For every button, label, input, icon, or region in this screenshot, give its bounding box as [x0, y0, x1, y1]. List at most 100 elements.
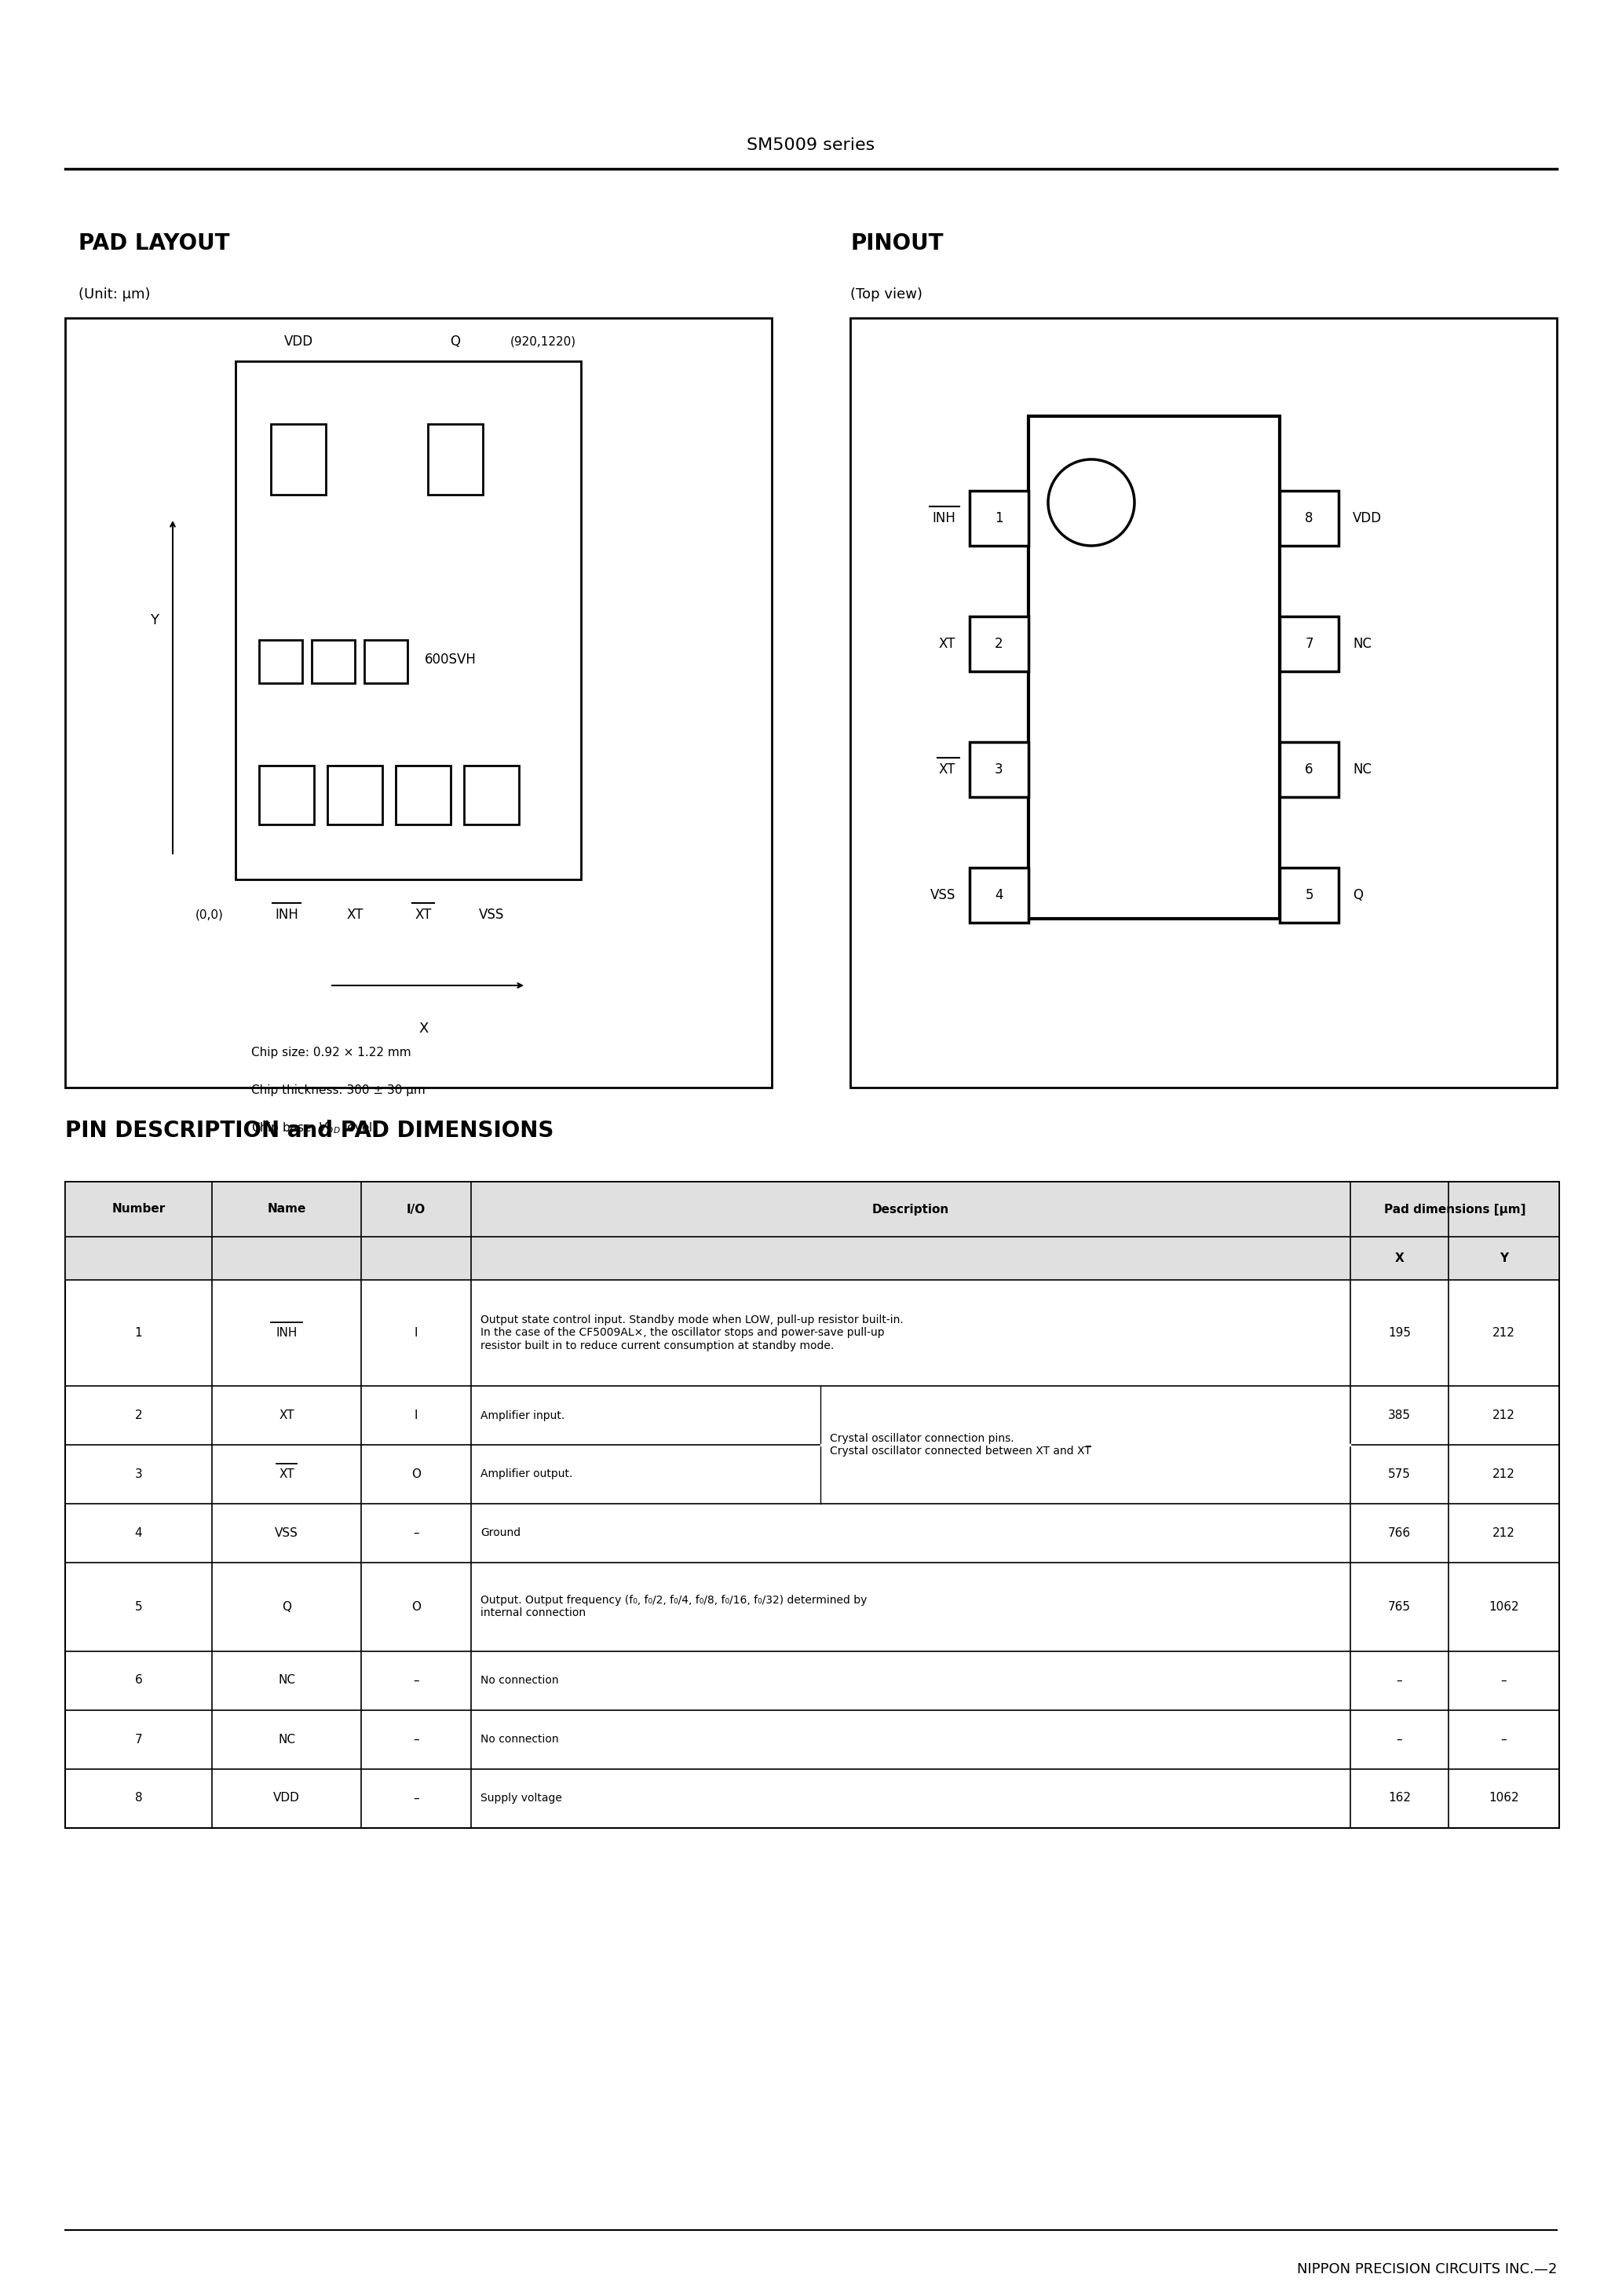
Text: 3: 3: [135, 1469, 143, 1481]
Text: VDD: VDD: [284, 335, 313, 349]
Text: SM5009 series: SM5009 series: [746, 138, 876, 154]
Bar: [970, 742, 1028, 797]
Text: –: –: [1397, 1733, 1403, 1745]
Bar: [1280, 868, 1338, 923]
Bar: [65, 1182, 1559, 1238]
Text: Q: Q: [451, 335, 461, 349]
Text: PINOUT: PINOUT: [850, 232, 944, 255]
Text: I/O: I/O: [407, 1203, 425, 1215]
Text: 212: 212: [1492, 1410, 1515, 1421]
Text: Chip base: $V_{DD}$ level: Chip base: $V_{DD}$ level: [251, 1120, 373, 1134]
Text: NC: NC: [277, 1733, 295, 1745]
Text: 212: 212: [1492, 1469, 1515, 1481]
Text: Supply voltage: Supply voltage: [480, 1793, 563, 1805]
Text: Amplifier output.: Amplifier output.: [480, 1469, 573, 1479]
Text: No connection: No connection: [480, 1674, 558, 1685]
Text: PAD LAYOUT: PAD LAYOUT: [78, 232, 230, 255]
Text: 4: 4: [994, 889, 1002, 902]
Text: VSS: VSS: [929, 889, 955, 902]
Text: 6: 6: [1306, 762, 1314, 776]
Text: O: O: [412, 1600, 420, 1612]
Bar: [260, 765, 315, 824]
Circle shape: [1048, 459, 1134, 546]
Bar: [311, 641, 355, 684]
Text: 575: 575: [1388, 1469, 1411, 1481]
Text: 385: 385: [1388, 1410, 1411, 1421]
Text: Ground: Ground: [480, 1527, 521, 1538]
Text: 7: 7: [135, 1733, 143, 1745]
Text: Chip size: 0.92 × 1.22 mm: Chip size: 0.92 × 1.22 mm: [251, 1047, 410, 1058]
Text: XT: XT: [279, 1469, 294, 1481]
Text: Q: Q: [282, 1600, 292, 1612]
Text: –: –: [1500, 1674, 1507, 1685]
Text: INH: INH: [933, 512, 955, 526]
Bar: [260, 641, 302, 684]
Text: 8: 8: [1306, 512, 1314, 526]
Text: XT: XT: [347, 907, 363, 923]
Bar: [235, 360, 581, 879]
Text: 195: 195: [1388, 1327, 1411, 1339]
Text: (Top view): (Top view): [850, 287, 923, 301]
Bar: [970, 491, 1028, 546]
Text: 1062: 1062: [1489, 1600, 1520, 1612]
Bar: [428, 425, 483, 494]
Text: Crystal oscillator connection pins.
Crystal oscillator connected between XT and : Crystal oscillator connection pins. Crys…: [830, 1433, 1092, 1456]
Bar: [970, 615, 1028, 670]
Text: XT: XT: [939, 762, 955, 776]
Bar: [1280, 742, 1338, 797]
Text: Chip thickness: 300 ± 30 μm: Chip thickness: 300 ± 30 μm: [251, 1084, 425, 1095]
Text: VDD: VDD: [272, 1793, 300, 1805]
Text: Pad dimensions [μm]: Pad dimensions [μm]: [1384, 1203, 1526, 1215]
Bar: [850, 319, 1557, 1088]
Text: VDD: VDD: [1353, 512, 1382, 526]
Text: INH: INH: [276, 1327, 297, 1339]
Text: NC: NC: [1353, 636, 1372, 652]
Text: Number: Number: [112, 1203, 165, 1215]
Text: –: –: [1397, 1674, 1403, 1685]
Text: No connection: No connection: [480, 1733, 558, 1745]
Text: 1: 1: [135, 1327, 143, 1339]
Bar: [396, 765, 451, 824]
Text: XT: XT: [415, 907, 431, 923]
Text: NC: NC: [277, 1674, 295, 1685]
Text: 1: 1: [994, 512, 1002, 526]
Text: 5: 5: [1306, 889, 1314, 902]
Text: (Unit: μm): (Unit: μm): [78, 287, 151, 301]
Text: –: –: [414, 1793, 418, 1805]
Text: Output. Output frequency (f₀, f₀/2, f₀/4, f₀/8, f₀/16, f₀/32) determined by
inte: Output. Output frequency (f₀, f₀/2, f₀/4…: [480, 1596, 868, 1619]
Bar: [271, 425, 326, 494]
Text: 2: 2: [994, 636, 1002, 652]
Text: VSS: VSS: [478, 907, 504, 923]
Text: 8: 8: [135, 1793, 143, 1805]
Text: NC: NC: [1353, 762, 1372, 776]
Text: VSS: VSS: [274, 1527, 298, 1538]
Text: Output state control input. Standby mode when LOW, pull-up resistor built-in.
In: Output state control input. Standby mode…: [480, 1316, 903, 1350]
Bar: [1280, 615, 1338, 670]
Text: 212: 212: [1492, 1327, 1515, 1339]
Text: XT: XT: [939, 636, 955, 652]
Bar: [1280, 491, 1338, 546]
Text: 7: 7: [1306, 636, 1314, 652]
Text: –: –: [414, 1733, 418, 1745]
Text: Amplifier input.: Amplifier input.: [480, 1410, 564, 1421]
Text: I: I: [414, 1327, 418, 1339]
Text: 1062: 1062: [1489, 1793, 1520, 1805]
Text: O: O: [412, 1469, 420, 1481]
Text: INH: INH: [274, 907, 298, 923]
Text: –: –: [1500, 1733, 1507, 1745]
Bar: [328, 765, 383, 824]
Text: 5: 5: [135, 1600, 143, 1612]
Text: I: I: [414, 1410, 418, 1421]
Bar: [65, 1182, 1559, 1828]
Text: 162: 162: [1388, 1793, 1411, 1805]
Bar: [464, 765, 519, 824]
Bar: [1028, 416, 1280, 918]
Bar: [65, 319, 772, 1088]
Text: Y: Y: [1499, 1251, 1508, 1265]
Text: 766: 766: [1388, 1527, 1411, 1538]
Text: –: –: [414, 1674, 418, 1685]
Text: –: –: [414, 1527, 418, 1538]
Text: NIPPON PRECISION CIRCUITS INC.—2: NIPPON PRECISION CIRCUITS INC.—2: [1296, 2262, 1557, 2275]
Text: 212: 212: [1492, 1527, 1515, 1538]
Text: Name: Name: [268, 1203, 307, 1215]
